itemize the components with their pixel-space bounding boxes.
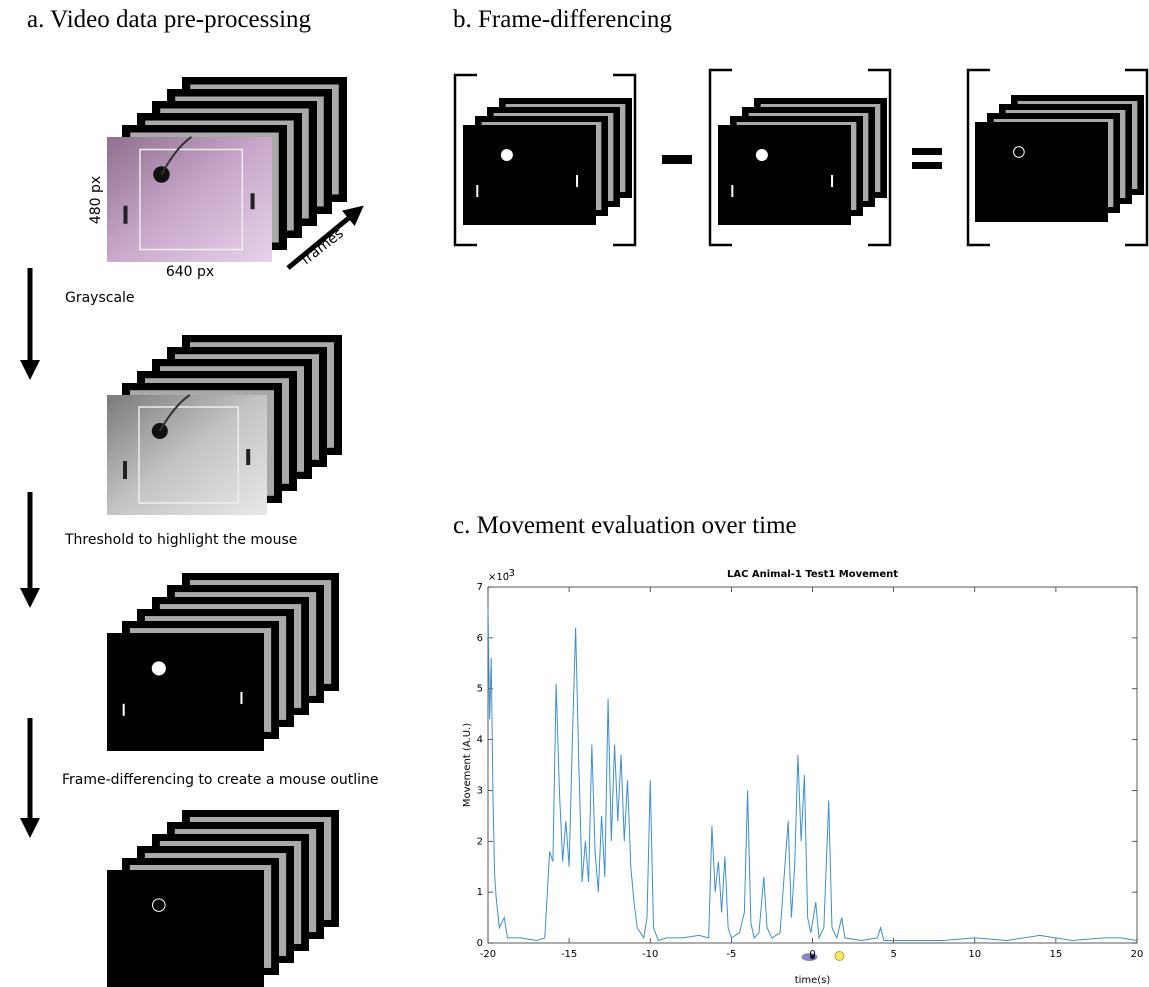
y-tick-label: 0 (477, 938, 483, 949)
layout (107, 68, 1149, 987)
object (122, 703, 125, 716)
object (476, 185, 479, 197)
arena (138, 406, 239, 504)
object (250, 193, 255, 210)
bracket (868, 68, 892, 247)
front-frame (718, 125, 851, 225)
object (731, 185, 734, 197)
step-label: Frame-differencing to create a mouse out… (62, 772, 379, 788)
bracket (966, 68, 990, 247)
arena (139, 148, 244, 251)
y-tick-label: 5 (477, 684, 483, 695)
height-label: 480 px (88, 176, 104, 224)
object (240, 692, 243, 704)
front-frame (975, 122, 1108, 222)
x-axis-label: time(s) (795, 975, 831, 986)
y-tick-label: 2 (477, 836, 483, 847)
cable (160, 136, 193, 175)
minus-sign (662, 155, 692, 164)
object (123, 461, 127, 479)
panel-b-title: b. Frame-differencing (453, 6, 672, 33)
mouse-icon-eye (810, 954, 815, 960)
mouse-outline (152, 898, 166, 912)
x-tick-label: 20 (1131, 949, 1144, 960)
arrows (20, 205, 364, 838)
y-multiplier: ×10 (488, 572, 509, 583)
step-label: Grayscale (65, 290, 135, 306)
data-line (487, 607, 1138, 942)
step-label: Threshold to highlight the mouse (64, 532, 297, 548)
x-tick-label: -15 (561, 949, 577, 960)
front-frame (107, 137, 272, 262)
y-multiplier-exponent: -3 (505, 568, 515, 579)
bracket (453, 73, 477, 247)
object (831, 175, 834, 187)
frames-arrow (286, 205, 364, 270)
x-tick-label: 15 (1050, 949, 1063, 960)
y-tick-label: 1 (477, 887, 483, 898)
bracket (1125, 68, 1149, 247)
x-tick-label: -10 (642, 949, 658, 960)
x-tick-label: -20 (480, 949, 496, 960)
equals-sign (912, 148, 942, 155)
frames-label: frames (298, 226, 346, 269)
object (123, 205, 128, 224)
equals-sign (912, 162, 942, 169)
chart-title: LAC Animal-1 Test1 Movement (727, 569, 898, 580)
mouse-outline (1013, 146, 1025, 158)
front-frame (107, 870, 264, 987)
panel-a-title: a. Video data pre-processing (27, 6, 312, 33)
cable (158, 394, 191, 432)
front-frame (107, 395, 267, 515)
mouse (755, 149, 768, 161)
x-tick-label: 0 (809, 949, 815, 960)
front-frame (463, 125, 596, 225)
x-tick-label: 5 (890, 949, 896, 960)
operators (662, 148, 942, 169)
x-tick-label: -5 (726, 949, 736, 960)
y-tick-label: 7 (477, 582, 483, 593)
x-tick-label: 10 (968, 949, 981, 960)
y-tick-label: 6 (477, 633, 483, 644)
plot-area (487, 586, 1138, 944)
y-tick-label: 4 (477, 735, 483, 746)
object (576, 175, 579, 187)
mouse (151, 661, 166, 676)
panel-c-title: c. Movement evaluation over time (453, 512, 797, 539)
y-axis-label: Movement (A.U.) (462, 723, 473, 807)
y-tick-label: 3 (477, 785, 483, 796)
width-label: 640 px (166, 264, 214, 280)
bracket (708, 68, 732, 247)
object (246, 449, 251, 465)
front-frame (107, 633, 264, 751)
bulb-icon (834, 951, 845, 961)
mouse (500, 149, 513, 161)
bracket (613, 73, 637, 247)
